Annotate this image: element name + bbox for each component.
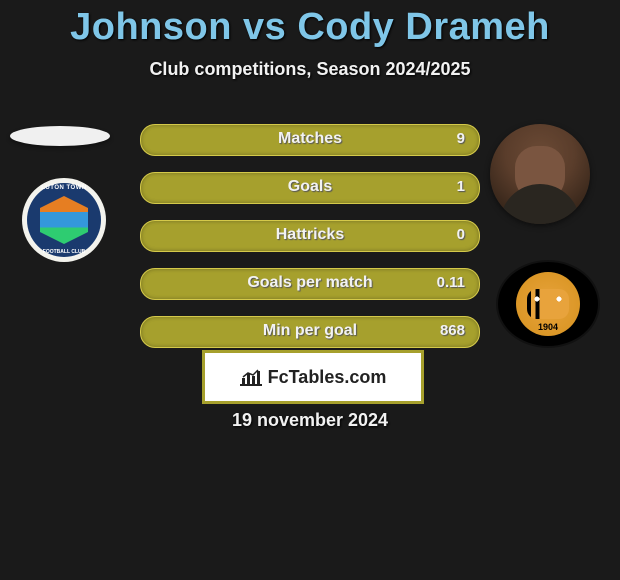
tiger-icon [527,289,569,319]
luton-text-top: LUTON TOWN [27,185,101,191]
stat-label: Matches [141,130,479,148]
stat-row: Matches9 [140,124,480,156]
face-icon [515,146,565,202]
player-left-avatar [10,126,110,146]
stats-list: Matches9Goals1Hattricks0Goals per match0… [140,124,480,364]
brand-text: FcTables.com [268,367,387,388]
stat-label: Goals per match [141,274,479,292]
stat-label: Hattricks [141,226,479,244]
stats-card: Johnson vs Cody Drameh Club competitions… [0,0,620,580]
page-title: Johnson vs Cody Drameh [0,0,620,49]
club-right-badge: 1904 [496,260,600,348]
club-left-badge: LUTON TOWN FOOTBALL CLUB [22,178,106,262]
hull-badge: 1904 [516,272,580,336]
stat-label: Goals [141,178,479,196]
stat-value: 9 [457,130,465,147]
stat-row: Goals1 [140,172,480,204]
subtitle: Club competitions, Season 2024/2025 [0,59,620,80]
stat-value: 1 [457,178,465,195]
hull-year: 1904 [516,322,580,332]
stat-label: Min per goal [141,322,479,340]
chart-icon [240,368,262,386]
stat-row: Goals per match0.11 [140,268,480,300]
luton-text-bottom: FOOTBALL CLUB [27,249,101,255]
stat-row: Hattricks0 [140,220,480,252]
luton-badge: LUTON TOWN FOOTBALL CLUB [27,183,101,257]
stat-value: 868 [440,322,465,339]
luton-shield-icon [40,196,88,244]
player-right-avatar [490,124,590,224]
date-text: 19 november 2024 [0,410,620,431]
stat-value: 0.11 [437,274,465,291]
stat-row: Min per goal868 [140,316,480,348]
brand-box: FcTables.com [202,350,424,404]
stat-value: 0 [457,226,465,243]
